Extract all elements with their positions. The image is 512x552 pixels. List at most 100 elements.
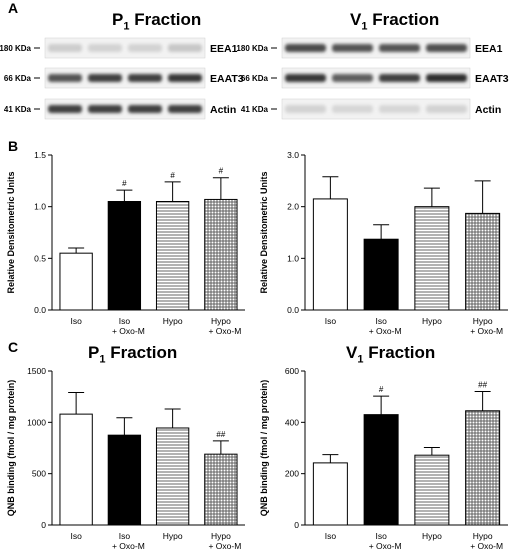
blot-band: [379, 74, 420, 82]
x-tick-label: Iso: [119, 531, 131, 541]
y-tick-label: 3.0: [287, 150, 299, 160]
bar: [59, 252, 93, 311]
blot-protein-label: EEA1: [210, 43, 238, 55]
panel-letter-b: B: [8, 138, 19, 154]
blot-band: [285, 44, 326, 52]
chart-title-p1: P1 Fraction: [88, 343, 178, 366]
y-tick-label: 600: [285, 366, 299, 376]
x-tick-label: Hypo: [163, 316, 183, 326]
x-tick-label: + Oxo-M: [208, 541, 241, 551]
blot-band: [48, 105, 82, 113]
y-tick-label: 0: [41, 520, 46, 530]
blot-membrane: [281, 98, 471, 120]
y-tick-label: 1000: [27, 417, 46, 427]
significance-marker: #: [122, 179, 127, 188]
blot-protein-label: Actin: [210, 104, 236, 116]
y-tick-label: 1.5: [34, 150, 46, 160]
x-tick-label: Iso: [119, 316, 131, 326]
y-tick-label: 1.0: [287, 253, 299, 263]
chart-b-left: 0.0 0.5 1.0 1.5 Relative Densitometric Units…: [6, 150, 245, 336]
blot-band: [426, 105, 467, 113]
significance-marker: ##: [216, 430, 225, 439]
y-tick-label: 500: [32, 469, 46, 479]
bar: [107, 201, 142, 311]
blot-marker-label: 41 KDa: [241, 105, 269, 114]
blot-band: [379, 44, 420, 52]
x-tick-label: Iso: [325, 316, 337, 326]
bar: [363, 238, 399, 311]
significance-marker: #: [219, 167, 224, 176]
blot-membrane: [281, 37, 471, 59]
bar: [414, 206, 450, 311]
blot-protein-label: EEA1: [475, 43, 503, 55]
blot-protein-label: Actin: [475, 104, 501, 116]
significance-marker: #: [170, 171, 175, 180]
blot-band: [379, 105, 420, 113]
blot-row-eaat3: 66 KDa EAAT3: [4, 67, 244, 89]
blot-band: [128, 105, 162, 113]
y-tick-label: 0: [294, 520, 299, 530]
x-tick-label: Hypo: [211, 316, 231, 326]
blot-marker-label: 66 KDa: [4, 74, 32, 83]
blot-protein-label: EAAT3: [475, 73, 509, 85]
blot-membrane: [44, 67, 206, 89]
blot-band: [332, 105, 373, 113]
blot-band: [168, 105, 202, 113]
bar: [107, 434, 142, 526]
bar: [465, 410, 501, 526]
y-axis-label: Relative Densitometric Units: [6, 171, 16, 293]
x-tick-label: + Oxo-M: [369, 541, 402, 551]
x-tick-label: Hypo: [473, 316, 493, 326]
x-tick-label: + Oxo-M: [112, 541, 145, 551]
blot-band: [88, 44, 122, 52]
y-tick-label: 0.0: [287, 305, 299, 315]
blot-band: [168, 44, 202, 52]
x-tick-label: + Oxo-M: [208, 326, 241, 336]
chart-b-right: 0.0 1.0 2.0 3.0 Relative Densitometric Units…: [259, 150, 508, 336]
x-tick-label: Hypo: [422, 316, 442, 326]
y-tick-label: 0.0: [34, 305, 46, 315]
blot-band: [332, 44, 373, 52]
blot-membrane: [44, 37, 206, 59]
blot-marker-label: 41 KDa: [4, 105, 32, 114]
panel-letter-c: C: [8, 339, 19, 355]
y-axis-label: QNB binding (fmol / mg protein): [259, 380, 269, 516]
y-tick-label: 1500: [27, 366, 46, 376]
blot-marker-label: 180 KDa: [236, 44, 268, 53]
bar: [414, 454, 450, 526]
blot-marker-label: 66 KDa: [241, 74, 269, 83]
blot-row-eaat3: 66 KDa EAAT3: [241, 67, 509, 89]
x-tick-label: + Oxo-M: [470, 326, 503, 336]
blot-membrane: [44, 98, 206, 120]
blot-band: [285, 74, 326, 82]
x-tick-label: + Oxo-M: [369, 326, 402, 336]
x-tick-label: Iso: [70, 531, 82, 541]
blot-row-actin: 41 KDa Actin: [4, 98, 236, 120]
x-tick-label: Hypo: [422, 531, 442, 541]
significance-marker: #: [379, 385, 384, 394]
blot-band: [88, 74, 122, 82]
bar: [465, 212, 501, 311]
blot-title-p1: P1 Fraction: [112, 10, 202, 33]
y-tick-label: 400: [285, 417, 299, 427]
blot-band: [332, 74, 373, 82]
significance-marker: ##: [478, 381, 487, 390]
bar: [312, 462, 348, 526]
y-axis-label: Relative Densitometric Units: [259, 171, 269, 293]
y-tick-label: 1.0: [34, 202, 46, 212]
bar: [204, 198, 238, 311]
bar: [204, 453, 238, 526]
y-axis-label: QNB binding (fmol / mg protein): [6, 380, 16, 516]
blot-title-v1: V1 Fraction: [350, 10, 440, 33]
bar: [59, 413, 93, 526]
blot-protein-label: EAAT3: [210, 73, 244, 85]
panel-letter-a: A: [8, 0, 19, 16]
bar: [155, 201, 190, 311]
blot-row-eea1: 180 KDa EEA1: [236, 37, 503, 59]
blot-band: [426, 44, 467, 52]
chart-title-v1: V1 Fraction: [346, 343, 436, 366]
chart-c-left: 0 500 1000 1500 QNB binding (fmol / mg prote…: [6, 366, 245, 551]
y-tick-label: 200: [285, 469, 299, 479]
blot-row-actin: 41 KDa Actin: [241, 98, 501, 120]
bar: [363, 414, 399, 526]
